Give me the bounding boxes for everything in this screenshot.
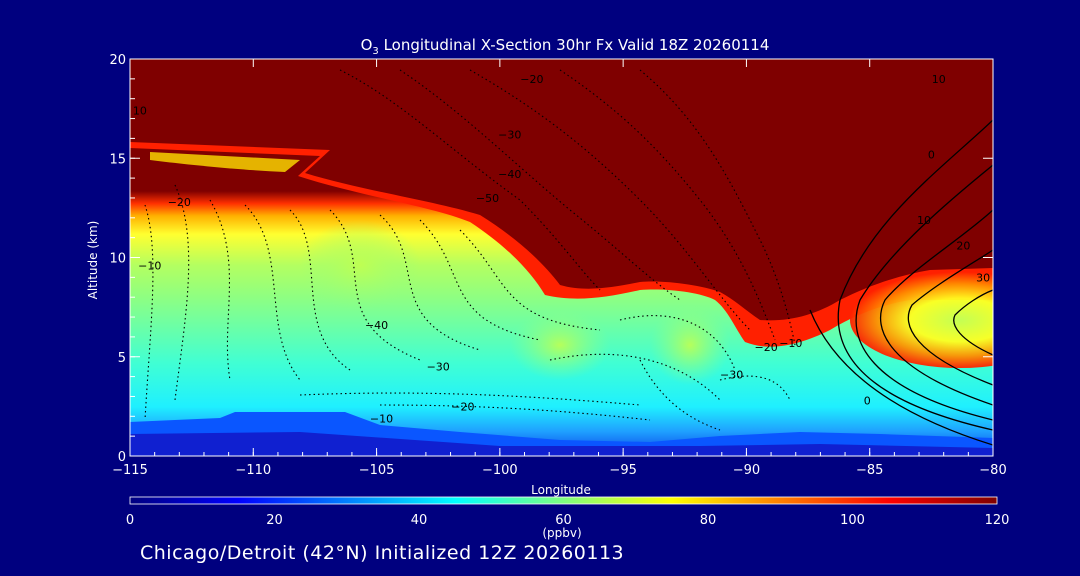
footer-caption: Chicago/Detroit (42°N) Initialized 12Z 2… <box>140 542 625 564</box>
colorbar-tick-label: 100 <box>840 513 865 528</box>
x-tick-label: −95 <box>609 463 636 478</box>
colorbar-tick-label: 40 <box>411 513 428 528</box>
green-region-east <box>650 305 730 385</box>
plot-area: −20−10−40−30−20−10−20−30−40−50−20 −10−300… <box>130 59 993 456</box>
negative-contours <box>144 69 796 431</box>
x-tick-label: −100 <box>482 463 518 478</box>
contour-label: 30 <box>976 271 990 284</box>
y-tick-label: 0 <box>118 450 126 465</box>
chart-title: O3 Longitudinal X-Section 30hr Fx Valid … <box>361 36 770 57</box>
contour-label: −20 <box>520 73 543 86</box>
contour-label: −20 <box>451 400 474 413</box>
contour-label: −50 <box>476 192 499 205</box>
contour-label: −30 <box>720 369 743 382</box>
y-axis-label: Altitude (km) <box>86 221 100 300</box>
x-tick-label: −85 <box>856 463 883 478</box>
x-tick-label: −105 <box>359 463 395 478</box>
colorbar-ticks: 0 20 40 60 80 100 120 <box>126 513 1010 528</box>
x-tick-label: −110 <box>235 463 271 478</box>
contour-labels: −20−10−40−30−20−10−20−30−40−50−20 −10−300… <box>133 73 990 425</box>
surface-layer <box>130 432 993 456</box>
colorbar-tick-label: 20 <box>266 513 283 528</box>
contour-label: 0 <box>928 148 935 161</box>
x-axis-label: Longitude <box>531 483 591 497</box>
contour-label: −30 <box>498 128 521 141</box>
colorbar-scale <box>129 496 998 505</box>
contour-label: −30 <box>427 361 450 374</box>
contour-label: −10 <box>138 259 161 272</box>
contour-label: −10 <box>779 337 802 350</box>
y-tick-label: 20 <box>109 53 126 68</box>
contour-label: −20 <box>755 341 778 354</box>
y-tick-label: 10 <box>109 252 126 267</box>
green-region-west <box>300 220 420 310</box>
green-region-center <box>510 310 610 380</box>
colorbar-tick-label: 0 <box>126 513 134 528</box>
eastern-ozone-plume <box>850 272 993 368</box>
colorbar: 0 20 40 60 80 100 120 (ppbv) <box>126 496 1010 540</box>
contour-label: 0 <box>864 394 871 407</box>
y-tick-label: 15 <box>109 152 126 167</box>
colorbar-label: (ppbv) <box>542 526 581 540</box>
contour-label: −40 <box>365 319 388 332</box>
contour-label: 10 <box>133 105 147 118</box>
contour-label: −10 <box>370 412 393 425</box>
y-tick-label: 5 <box>118 351 126 366</box>
contour-label: 20 <box>956 240 970 253</box>
contour-label: −40 <box>498 168 521 181</box>
contour-label: 10 <box>917 214 931 227</box>
x-tick-label: −80 <box>979 463 1006 478</box>
x-axis: −115 −110 −105 −100 −95 −90 −85 −80 <box>112 59 1007 478</box>
colorbar-tick-label: 80 <box>700 513 717 528</box>
colorbar-tick-label: 120 <box>985 513 1010 528</box>
x-tick-label: −115 <box>112 463 148 478</box>
positive-contours <box>809 119 993 446</box>
x-tick-label: −90 <box>733 463 760 478</box>
colorbar-tick-label: 60 <box>555 513 572 528</box>
contour-label: −20 <box>168 196 191 209</box>
upper-yellow-tongue <box>150 152 300 172</box>
contour-label: 10 <box>932 73 946 86</box>
y-axis: 0 5 10 15 20 <box>109 53 993 465</box>
